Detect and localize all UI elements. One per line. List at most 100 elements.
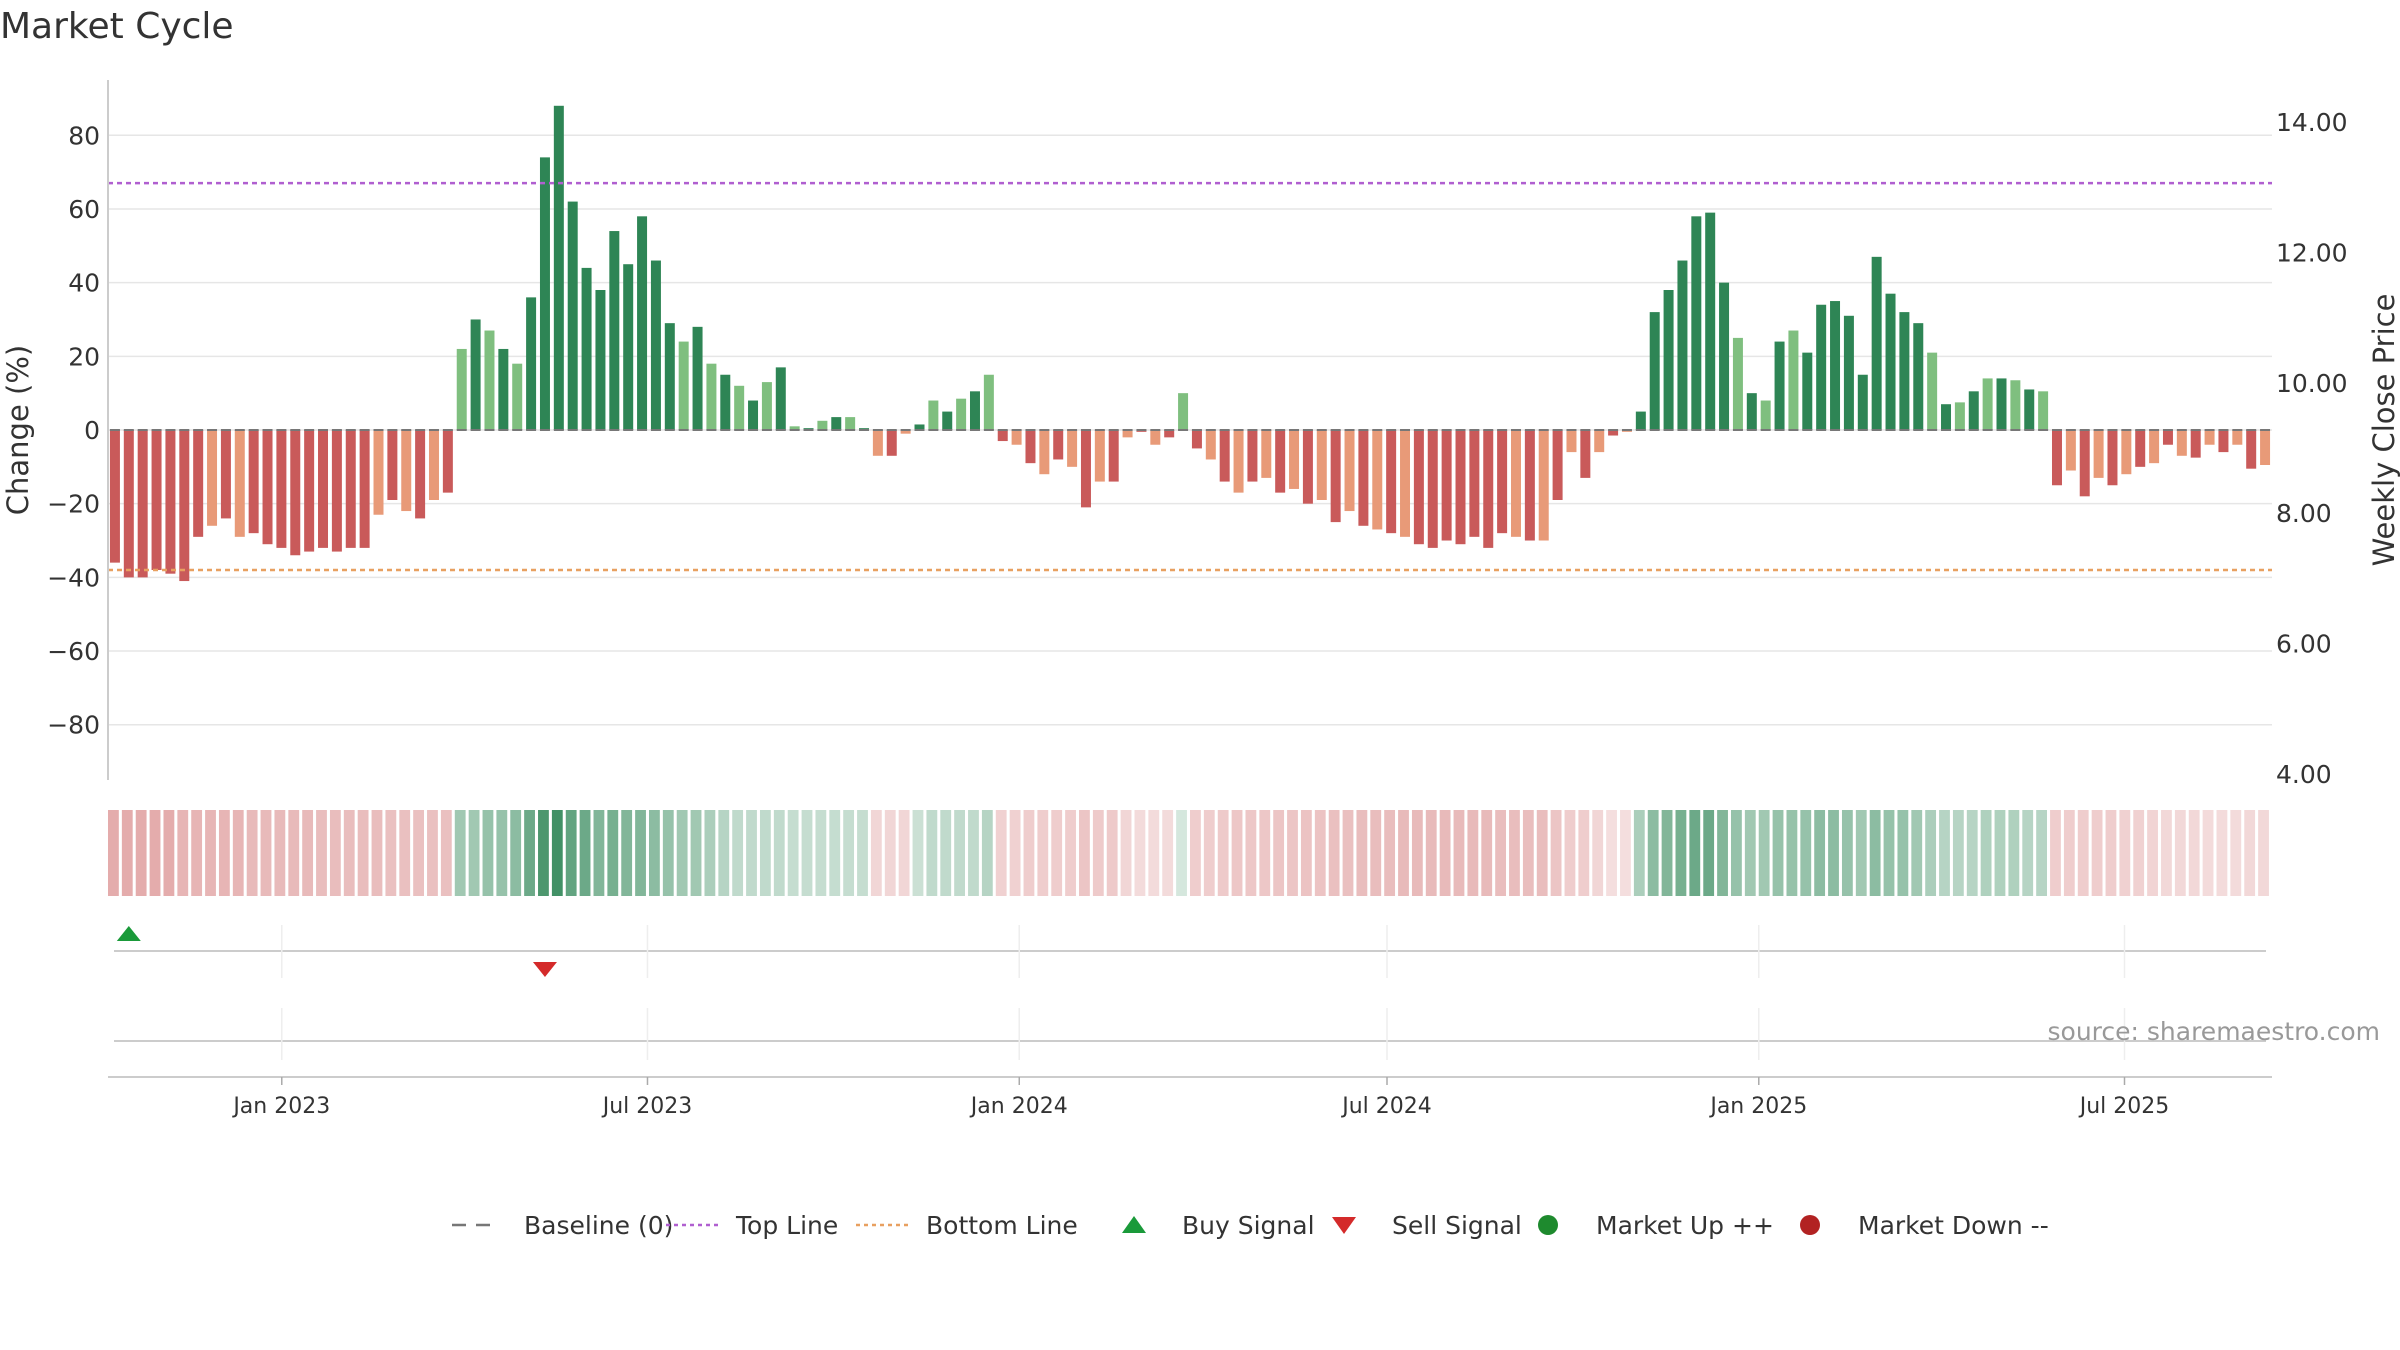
bar [1302, 430, 1313, 504]
heatmap-cell [440, 810, 452, 896]
heatmap-cell [1703, 810, 1715, 896]
bar [1927, 352, 1938, 430]
heatmap-cell [2091, 810, 2103, 896]
heatmap-cell [1439, 810, 1451, 896]
y2-tick-label: 8.00 [2276, 499, 2332, 528]
y2-tick-label: 6.00 [2276, 630, 2332, 659]
y2-tick-label: 12.00 [2276, 238, 2348, 267]
bar [304, 430, 315, 552]
heatmap-cell [773, 810, 785, 896]
heatmap-cell [662, 810, 674, 896]
heatmap-cell [2077, 810, 2089, 896]
bar [706, 363, 717, 430]
bar [401, 430, 412, 512]
bar [470, 319, 481, 430]
bar [1705, 212, 1716, 430]
legend-label: Sell Signal [1392, 1211, 1522, 1240]
legend-item: Bottom Line [856, 1211, 1078, 1240]
y2-tick-label: 14.00 [2276, 108, 2348, 137]
heatmap-cell [1717, 810, 1728, 896]
heatmap-cell [1495, 810, 1506, 896]
bar [1219, 430, 1230, 482]
bar [1025, 430, 1036, 464]
heatmap-cell [246, 810, 258, 896]
heatmap-cell [427, 810, 438, 896]
legend-item: Sell Signal [1332, 1211, 1522, 1240]
heatmap-cell [218, 810, 230, 896]
heatmap-cell [898, 810, 910, 896]
bar [1580, 430, 1591, 478]
heatmap-cell [2188, 810, 2200, 896]
bar [512, 363, 523, 430]
bar [1386, 430, 1397, 534]
y2-tick-label: 10.00 [2276, 369, 2348, 398]
heatmap-cell [2202, 810, 2214, 896]
heatmap-cell [1869, 810, 1881, 896]
heatmap-cell [149, 810, 161, 896]
signals-panel [114, 925, 2266, 1060]
bar [1788, 330, 1799, 430]
x-tick-label: Jan 2024 [969, 1094, 1068, 1119]
heatmap-cell [1994, 810, 2006, 896]
heatmap-cell [2022, 810, 2034, 896]
sell-signal-marker [532, 962, 557, 977]
heatmap-cell [1883, 810, 1895, 896]
bar [1996, 378, 2007, 430]
y-tick-label: −80 [47, 711, 100, 740]
heatmap-cell [343, 810, 355, 896]
heatmap-cell [551, 810, 563, 896]
bar [831, 417, 842, 430]
y-tick-label: −20 [47, 490, 100, 519]
bar [539, 157, 550, 430]
heatmap-cell [829, 810, 841, 896]
bar [262, 430, 273, 545]
x-tick-label: Jan 2023 [231, 1094, 330, 1119]
bar [373, 430, 384, 515]
heatmap-cell [288, 810, 300, 896]
legend-label: Top Line [735, 1211, 838, 1240]
bar [1968, 391, 1979, 430]
heatmap-cell [981, 810, 993, 896]
circle-legend-icon [1538, 1215, 1558, 1235]
bar [886, 430, 897, 456]
heatmap-cell [1744, 810, 1756, 896]
circle-legend-icon [1800, 1215, 1820, 1235]
heatmap-cell [565, 810, 577, 896]
heatmap-cell [191, 810, 203, 896]
bar [1469, 430, 1480, 537]
heatmap-cell [995, 810, 1007, 896]
bar [1691, 216, 1702, 430]
heatmap-cell [1481, 810, 1493, 896]
bar [650, 260, 661, 430]
heatmap-cell [1176, 810, 1187, 896]
bar [1802, 352, 1813, 430]
heatmap-cell [1633, 810, 1645, 896]
heatmap-cell [1079, 810, 1090, 896]
heatmap-cell [926, 810, 938, 896]
y-tick-label: 40 [68, 269, 100, 298]
bar [1497, 430, 1508, 534]
heatmap-cell [1411, 810, 1423, 896]
bar [1857, 374, 1868, 430]
bar [1913, 323, 1924, 430]
bar [942, 411, 953, 430]
heatmap-cell [1952, 810, 1964, 896]
bar [1400, 430, 1411, 537]
heatmap-cell [121, 810, 133, 896]
bar [1372, 430, 1383, 530]
heatmap-cell [1536, 810, 1548, 896]
bar [720, 374, 731, 430]
bar [1427, 430, 1438, 548]
bar [748, 400, 759, 430]
bar [1663, 290, 1674, 430]
bar [1330, 430, 1341, 523]
bar [1982, 378, 1993, 430]
bar [692, 326, 703, 430]
heatmap-cell [676, 810, 688, 896]
heatmap-cell [1245, 810, 1257, 896]
heatmap-cell [801, 810, 813, 896]
heatmap-cell [496, 810, 508, 896]
bar [345, 430, 356, 548]
heatmap-cell [690, 810, 702, 896]
legend-label: Baseline (0) [524, 1211, 673, 1240]
